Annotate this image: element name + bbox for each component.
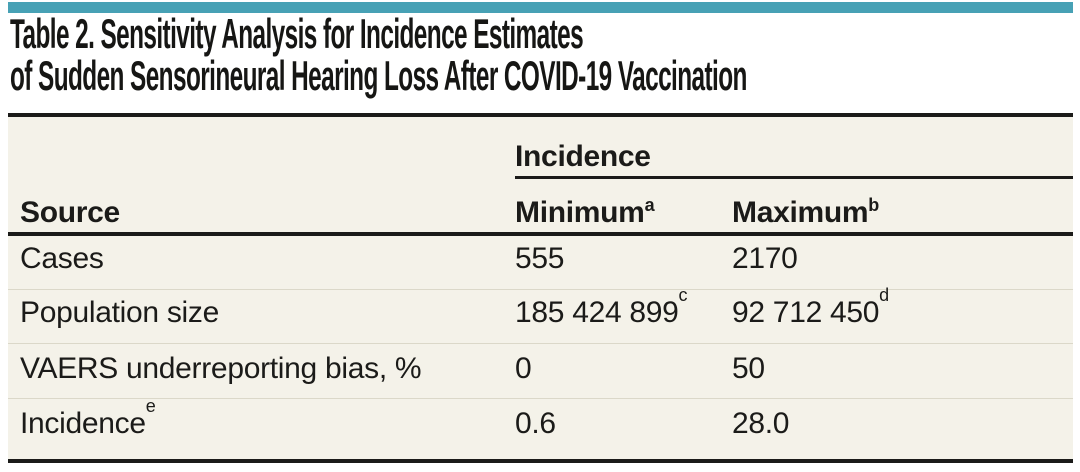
column-group-label: Incidence [515, 140, 651, 173]
min-value: 0.6 [515, 407, 556, 440]
min-value: 0 [515, 352, 532, 385]
column-header-maximum-label: Maximum [732, 196, 869, 229]
row-label: Cases [20, 242, 104, 275]
column-group-header-row: Incidence [8, 117, 1073, 179]
table-row-population-size: Population size 185 424 899c 92 712 450d [8, 286, 1073, 344]
table-title-line2: of Sudden Sensorineural Hearing Loss Aft… [10, 52, 747, 99]
max-value: 92 712 450 [732, 296, 880, 329]
max-value: 28.0 [732, 407, 790, 440]
row-label: Incidence [20, 407, 146, 440]
row-label: Population size [20, 296, 219, 329]
table-row-vaers-underreporting-bias: VAERS underreporting bias, % 0 50 [8, 344, 1073, 399]
table-title-line1: Table 2. Sensitivity Analysis for Incide… [10, 10, 584, 57]
table-row-incidence: Incidencee 0.6 28.0 [20, 396, 790, 440]
column-header-minimum: Minimuma [515, 195, 655, 229]
max-value: 50 [732, 352, 765, 385]
min-value: 185 424 899 [515, 296, 679, 329]
min-value: 555 [515, 242, 565, 275]
column-header-source: Source [20, 196, 120, 229]
column-header-minimum-label: Minimum [515, 196, 645, 229]
spanner-empty-cell [8, 117, 515, 179]
column-header-maximum: Maximumb [732, 195, 879, 229]
max-value: 2170 [732, 242, 798, 275]
table-accent-bar [8, 2, 1073, 13]
table-row-cases: Cases 555 2170 [8, 236, 1073, 290]
column-header-row: Source Minimuma Maximumb [8, 179, 1073, 236]
column-group-header-incidence: Incidence [515, 117, 1073, 179]
row-label: VAERS underreporting bias, % [20, 352, 422, 385]
sensitivity-analysis-table: Incidence Source Minimuma Maximumb Cases… [8, 113, 1073, 463]
table-title: Table 2. Sensitivity Analysis for Incide… [10, 13, 1054, 97]
